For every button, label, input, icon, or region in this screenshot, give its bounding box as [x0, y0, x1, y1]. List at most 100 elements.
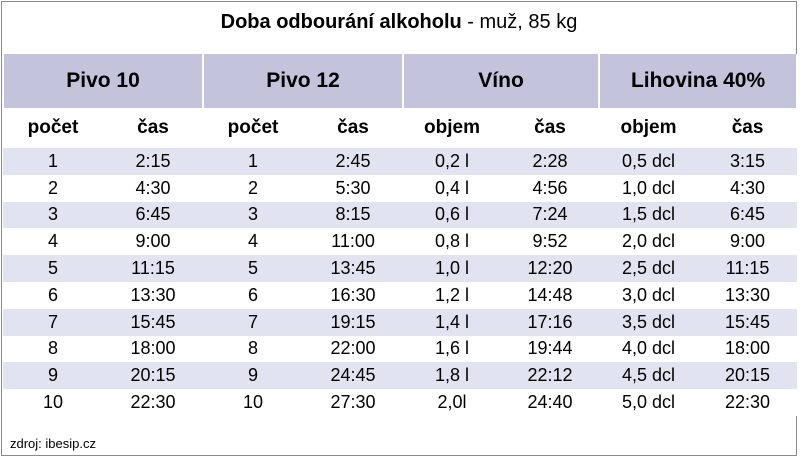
- table-cell: 6: [203, 281, 304, 309]
- table-cell: 6:45: [103, 201, 204, 229]
- table-cell: 1,0 l: [403, 255, 502, 282]
- table-cell: 5:30: [303, 174, 404, 202]
- group-header: Pivo 10: [1, 54, 205, 108]
- table-cell: 2:28: [501, 148, 600, 175]
- table-cell: 14:48: [501, 281, 600, 309]
- table-cell: 10: [203, 389, 304, 416]
- table-cell: 2:45: [303, 148, 404, 175]
- table-cell: 4,0 dcl: [599, 335, 699, 363]
- table-title: Doba odbourání alkoholu - muž, 85 kg: [2, 2, 796, 42]
- table-cell: 3: [3, 201, 103, 229]
- table-cell: 13:30: [698, 281, 798, 309]
- table-row: 6 13:30 6 16:30 1,2 l 14:48 3,0 dcl 13:30: [3, 281, 798, 309]
- table-cell: 15:45: [103, 308, 204, 336]
- table-cell: 4:30: [698, 174, 798, 202]
- table-cell: 8: [3, 335, 103, 363]
- table-cell: 27:30: [303, 389, 404, 416]
- table-cell: 10: [3, 389, 103, 416]
- table-cell: 24:45: [303, 362, 404, 390]
- table-cell: 9:00: [103, 228, 204, 256]
- table-cell: 9: [3, 362, 103, 390]
- table-cell: 6: [3, 281, 103, 309]
- table-cell: 2: [203, 174, 304, 202]
- column-header: čas: [501, 108, 600, 148]
- table-cell: 20:15: [698, 362, 798, 390]
- group-header: Víno: [402, 54, 601, 108]
- table-cell: 3:15: [698, 148, 798, 175]
- group-header: Lihovina 40%: [598, 54, 799, 108]
- column-header: objem: [403, 108, 502, 148]
- table-cell: 20:15: [103, 362, 204, 390]
- table-body: 1 2:15 1 2:45 0,2 l 2:28 0,5 dcl 3:15 2 4:30 2 5:30…: [3, 148, 798, 416]
- table-cell: 7:24: [501, 201, 600, 229]
- table-cell: 22:12: [501, 362, 600, 390]
- table-cell: 22:30: [103, 389, 204, 416]
- table-cell: 11:00: [303, 228, 404, 256]
- table-row: 5 11:15 5 13:45 1,0 l 12:20 2,5 dcl 11:15: [3, 255, 798, 282]
- table-cell: 1,2 l: [403, 281, 502, 309]
- table-cell: 1,5 dcl: [599, 201, 699, 229]
- table-cell: 24:40: [501, 389, 600, 416]
- table-cell: 11:15: [103, 255, 204, 282]
- table-cell: 0,8 l: [403, 228, 502, 256]
- table-cell: 13:30: [103, 281, 204, 309]
- table-cell: 8:15: [303, 201, 404, 229]
- table-cell: 7: [3, 308, 103, 336]
- table-cell: 4:30: [103, 174, 204, 202]
- group-header-row: Pivo 10 Pivo 12 Víno Lihovina 40%: [1, 54, 799, 108]
- table-cell: 18:00: [103, 335, 204, 363]
- table-cell: 3,0 dcl: [599, 281, 699, 309]
- table-cell: 2,0l: [403, 389, 502, 416]
- table-row: 8 18:00 8 22:00 1,6 l 19:44 4,0 dcl 18:00: [3, 335, 798, 363]
- title-separator: [2, 42, 796, 54]
- table-cell: 1: [203, 148, 304, 175]
- table-row: 10 22:30 10 27:30 2,0l 24:40 5,0 dcl 22:30: [3, 389, 798, 416]
- table-cell: 18:00: [698, 335, 798, 363]
- table-cell: 6:45: [698, 201, 798, 229]
- table-cell: 2: [3, 174, 103, 202]
- table-cell: 16:30: [303, 281, 404, 309]
- table-row: 3 6:45 3 8:15 0,6 l 7:24 1,5 dcl 6:45: [3, 201, 798, 229]
- table-cell: 1,4 l: [403, 308, 502, 336]
- table-cell: 1,0 dcl: [599, 174, 699, 202]
- table-cell: 11:15: [698, 255, 798, 282]
- table-cell: 5: [203, 255, 304, 282]
- column-header: čas: [698, 108, 798, 148]
- table-row: 7 15:45 7 19:15 1,4 l 17:16 3,5 dcl 15:45: [3, 308, 798, 336]
- table-cell: 8: [203, 335, 304, 363]
- source-note: zdroj: ibesip.cz: [10, 436, 96, 451]
- table-row: 9 20:15 9 24:45 1,8 l 22:12 4,5 dcl 20:15: [3, 362, 798, 390]
- alcohol-table: Pivo 10 Pivo 12 Víno Lihovina 40% počet …: [1, 54, 799, 416]
- table-cell: 2,5 dcl: [599, 255, 699, 282]
- table-cell: 19:44: [501, 335, 600, 363]
- table-cell: 3,5 dcl: [599, 308, 699, 336]
- table-cell: 2:15: [103, 148, 204, 175]
- table-cell: 4: [203, 228, 304, 256]
- table-cell: 0,5 dcl: [599, 148, 699, 175]
- table-cell: 9:52: [501, 228, 600, 256]
- table-cell: 22:30: [698, 389, 798, 416]
- table-cell: 7: [203, 308, 304, 336]
- table-cell: 3: [203, 201, 304, 229]
- column-header: počet: [203, 108, 304, 148]
- column-header: objem: [599, 108, 699, 148]
- table-cell: 4:56: [501, 174, 600, 202]
- table-cell: 13:45: [303, 255, 404, 282]
- title-main: Doba odbourání alkoholu: [220, 11, 462, 33]
- table-cell: 4: [3, 228, 103, 256]
- table-cell: 15:45: [698, 308, 798, 336]
- table-cell: 12:20: [501, 255, 600, 282]
- table-row: 2 4:30 2 5:30 0,4 l 4:56 1,0 dcl 4:30: [3, 174, 798, 202]
- table-cell: 9:00: [698, 228, 798, 256]
- table-cell: 17:16: [501, 308, 600, 336]
- table-cell: 0,4 l: [403, 174, 502, 202]
- table-cell: 9: [203, 362, 304, 390]
- table-cell: 5,0 dcl: [599, 389, 699, 416]
- table-cell: 4,5 dcl: [599, 362, 699, 390]
- table-cell: 2,0 dcl: [599, 228, 699, 256]
- table-cell: 5: [3, 255, 103, 282]
- table-cell: 22:00: [303, 335, 404, 363]
- subheader-row: počet čas počet čas objem čas objem čas: [3, 108, 798, 148]
- column-header: čas: [103, 108, 204, 148]
